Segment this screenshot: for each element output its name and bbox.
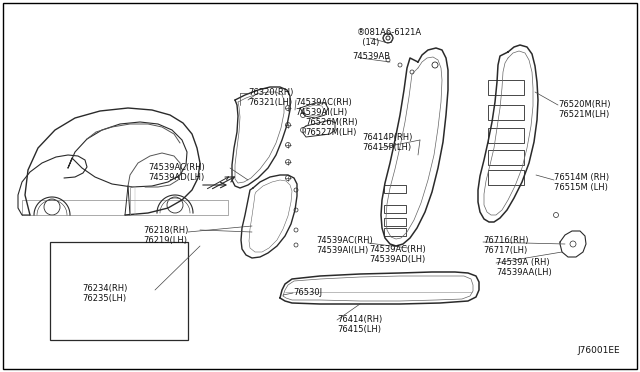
Text: J76001EE: J76001EE xyxy=(577,346,620,355)
Bar xyxy=(488,128,524,143)
Text: 76514M (RH)
76515M (LH): 76514M (RH) 76515M (LH) xyxy=(554,173,609,192)
Bar xyxy=(488,150,524,165)
Bar xyxy=(488,80,524,95)
Bar xyxy=(384,205,406,213)
Text: 74539AC(RH)
74539AD(LH): 74539AC(RH) 74539AD(LH) xyxy=(148,163,205,182)
Text: 76526M(RH)
76527M(LH): 76526M(RH) 76527M(LH) xyxy=(305,118,358,137)
Bar xyxy=(488,105,524,120)
Bar xyxy=(384,228,406,236)
Text: 76520M(RH)
76521M(LH): 76520M(RH) 76521M(LH) xyxy=(558,100,611,119)
Text: 76320(RH)
76321(LH): 76320(RH) 76321(LH) xyxy=(248,88,293,108)
Bar xyxy=(406,67,418,77)
Text: 74539AC(RH)
74539AI(LH): 74539AC(RH) 74539AI(LH) xyxy=(295,98,352,118)
Bar xyxy=(384,185,406,193)
Bar xyxy=(394,60,406,70)
Text: 76716(RH)
76717(LH): 76716(RH) 76717(LH) xyxy=(483,236,529,256)
Text: 74539AC(RH)
74539AI(LH): 74539AC(RH) 74539AI(LH) xyxy=(316,236,372,256)
Bar xyxy=(50,242,188,340)
Text: 76234(RH)
76235(LH): 76234(RH) 76235(LH) xyxy=(82,284,127,304)
Text: ®081A6-6121A
  (14): ®081A6-6121A (14) xyxy=(357,28,422,47)
Text: 76530J: 76530J xyxy=(293,288,322,297)
Bar xyxy=(488,170,524,185)
Bar xyxy=(384,218,406,226)
Text: 74539AB: 74539AB xyxy=(352,52,390,61)
Text: 74539A (RH)
74539AA(LH): 74539A (RH) 74539AA(LH) xyxy=(496,258,552,278)
Text: 76414P(RH)
76415P(LH): 76414P(RH) 76415P(LH) xyxy=(362,133,412,153)
Bar xyxy=(382,55,394,65)
Text: 74539AC(RH)
74539AD(LH): 74539AC(RH) 74539AD(LH) xyxy=(369,245,426,264)
Text: 76414(RH)
76415(LH): 76414(RH) 76415(LH) xyxy=(337,315,382,334)
Text: 76218(RH)
76219(LH): 76218(RH) 76219(LH) xyxy=(143,226,188,246)
